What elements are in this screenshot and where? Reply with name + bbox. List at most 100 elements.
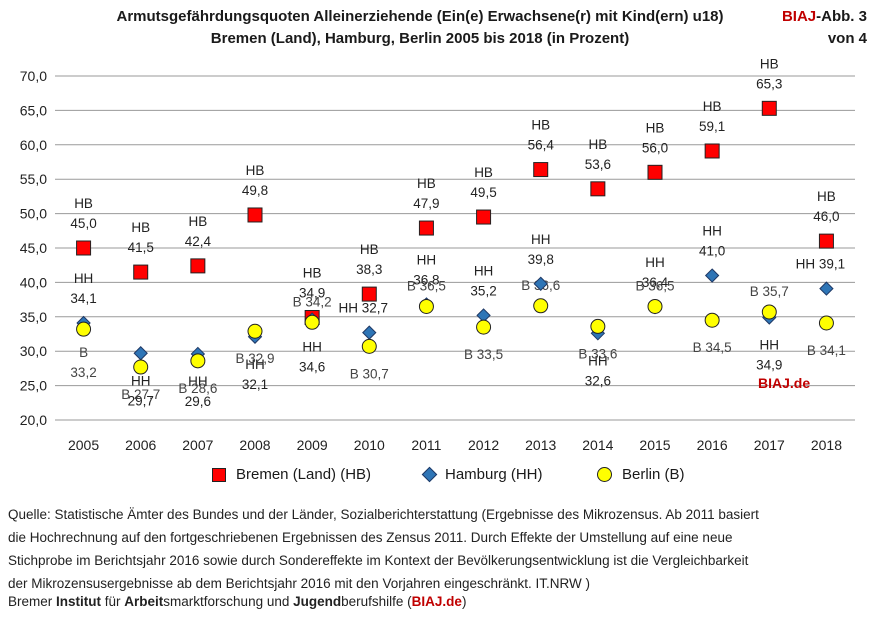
hb-data-point <box>476 209 492 225</box>
legend-label-hh: Hamburg (HH) <box>445 466 543 483</box>
data-label-hh: HH 32,6 <box>585 353 611 388</box>
data-label-hh: HH 32,1 <box>242 357 268 392</box>
data-label-b: B 36,5 <box>635 278 674 293</box>
hh-data-point <box>533 276 548 291</box>
data-label-value: 36,4 <box>642 275 669 290</box>
data-label-prefix: HB <box>417 176 436 191</box>
data-label-hh: HH 34,1 <box>70 271 96 306</box>
hb-data-point <box>247 207 263 223</box>
data-label-hh: HH 36,4 <box>642 255 669 290</box>
data-label-b: B 33,6 <box>578 346 617 361</box>
data-label-value: 59,1 <box>699 119 725 134</box>
data-label-prefix: HH <box>74 271 94 286</box>
chart-title-line2: Bremen (Land), Hamburg, Berlin 2005 bis … <box>210 30 630 47</box>
data-label-b: B 30,7 <box>350 366 389 381</box>
y-tick-label: 70,0 <box>20 68 47 84</box>
data-label-value: 53,6 <box>585 157 611 172</box>
data-label-prefix: HH <box>702 224 722 239</box>
data-label-b: B 35,7 <box>750 284 789 299</box>
hb-data-point <box>533 162 549 178</box>
x-tick-label: 2015 <box>639 437 670 453</box>
data-label-prefix: HB <box>531 118 550 133</box>
x-tick-label: 2013 <box>525 437 556 453</box>
y-axis-ticks: 20,0 25,0 30,0 35,0 40,0 45,0 50,0 55,0 60,0 65,0… <box>20 68 47 428</box>
legend-item-b: Berlin (B) <box>597 466 685 483</box>
data-label-hb: HB 56,4 <box>528 118 555 153</box>
b-data-point <box>761 304 777 320</box>
data-label-value: 56,0 <box>642 140 668 155</box>
data-label-value: B 32,9 <box>235 351 274 366</box>
y-tick-label: 30,0 <box>20 343 47 359</box>
b-data-point <box>418 298 434 314</box>
data-label-value: 39,8 <box>528 252 554 267</box>
legend-label-b: Berlin (B) <box>622 466 685 483</box>
data-label-prefix: HB <box>74 196 93 211</box>
badge-brand: BIAJ <box>781 8 817 25</box>
data-label-hb: HB 38,3 <box>356 242 382 277</box>
data-label-value: B 34,2 <box>293 294 332 309</box>
data-label-hb: HB 41,5 <box>128 220 154 255</box>
hb-data-point <box>190 258 206 274</box>
hb-data-point <box>590 181 606 197</box>
data-label-hh: HH 29,7 <box>128 373 154 408</box>
data-label-prefix: HH <box>588 353 608 368</box>
b-data-point <box>247 323 263 339</box>
x-tick-label: 2016 <box>697 437 728 453</box>
data-label-value: B 36,5 <box>407 278 446 293</box>
credit-line: Bremer Institut für Arbeitsmarktforschun… <box>8 594 466 609</box>
y-tick-label: 65,0 <box>20 102 47 118</box>
badge-of-total: von 4 <box>827 30 867 47</box>
data-label-hh: HH 41,0 <box>699 224 725 259</box>
data-label-value: B 34,1 <box>807 343 846 358</box>
x-tick-label: 2005 <box>68 437 99 453</box>
credit-bold: Institut <box>56 594 102 609</box>
hb-data-point <box>418 220 434 236</box>
x-tick-label: 2007 <box>182 437 213 453</box>
source-line: Quelle: Statistische Ämter des Bundes un… <box>8 507 759 522</box>
data-label-value: 46,0 <box>813 209 839 224</box>
data-label-value: 32,6 <box>585 373 611 388</box>
x-axis-ticks: 2005 2006 2007 2008 2009 2010 2011 2012 2013 2014… <box>68 437 842 453</box>
data-labels: HB 45,0 HB 41,5 HB 42,4 HB 49,8 HB 34,9 HB 38,3 HB 47… <box>70 56 846 409</box>
legend-label-hb: Bremen (Land) (HB) <box>236 466 372 483</box>
b-data-point <box>304 314 320 330</box>
data-label-prefix: HB <box>588 137 607 152</box>
legend-item-hb: Bremen (Land) (HB) <box>212 466 371 483</box>
data-label-value: HH 39,1 <box>796 257 846 272</box>
data-label-b: B 34,1 <box>807 343 846 358</box>
x-tick-label: 2010 <box>354 437 385 453</box>
data-label-value: 34,9 <box>756 357 782 372</box>
data-label-value: 49,8 <box>242 183 268 198</box>
data-label-value: 56,4 <box>528 138 555 153</box>
hb-data-point <box>818 233 834 249</box>
source-note: Quelle: Statistische Ämter des Bundes un… <box>8 503 870 595</box>
credit-link[interactable]: BIAJ.de <box>411 594 462 609</box>
data-label-b: B 34,2 <box>293 294 332 309</box>
credit-bold: Arbeit <box>124 594 164 609</box>
data-label-b: B 32,9 <box>235 351 274 366</box>
hb-data-point <box>761 100 777 116</box>
data-label-prefix: HB <box>131 220 150 235</box>
badge-figure-number: -Abb. 3 <box>816 8 867 25</box>
chart-title-line1: Armutsgefährdungsquoten Alleinerziehende… <box>116 8 724 25</box>
figure-badge: BIAJ-Abb. 3 von 4 <box>782 6 867 50</box>
x-tick-label: 2009 <box>297 437 328 453</box>
data-label-prefix: HB <box>703 99 722 114</box>
hh-data-point <box>704 268 720 283</box>
data-label-value: HH 32,7 <box>339 301 389 316</box>
y-tick-label: 50,0 <box>20 206 47 222</box>
credit-bold: Jugend <box>293 594 342 609</box>
data-label-hb: HB 42,4 <box>185 214 212 249</box>
gridlines <box>55 75 855 421</box>
x-tick-label: 2011 <box>411 437 441 453</box>
hb-data-point <box>647 164 663 180</box>
data-label-prefix: HB <box>474 165 493 180</box>
data-label-value: 41,5 <box>128 240 154 255</box>
data-label-prefix: HH <box>417 252 437 267</box>
data-label-hh: HH 34,9 <box>756 337 782 372</box>
source-line: die Hochrechnung auf den fortgeschrieben… <box>8 530 733 545</box>
data-label-value: 32,1 <box>242 377 268 392</box>
source-line: Stichprobe im Berichtsjahr 2016 sowie du… <box>8 553 749 568</box>
credit-text: ) <box>461 594 467 609</box>
data-label-value: 34,6 <box>299 360 325 375</box>
